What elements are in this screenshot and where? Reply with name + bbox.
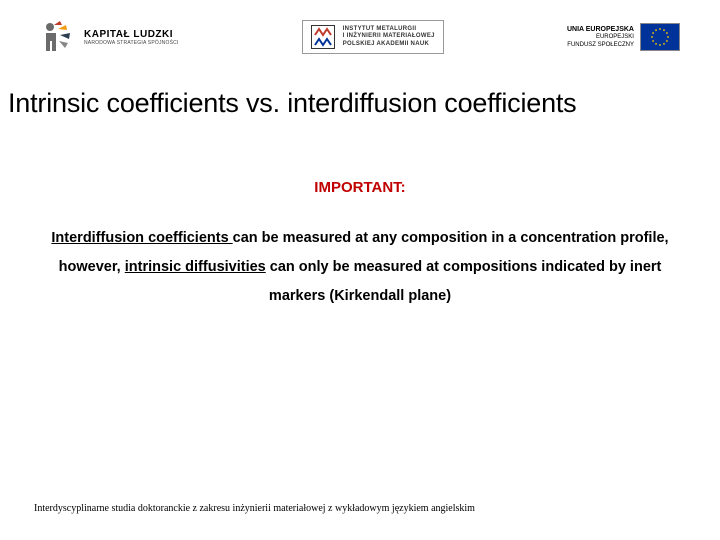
header-logo-bar: KAPITAŁ LUDZKI NARODOWA STRATEGIA SPÓJNO… (0, 0, 720, 70)
kl-human-icon (40, 19, 76, 55)
eu-line3: FUNDUSZ SPOŁECZNY (567, 42, 634, 50)
slide-title: Intrinsic coefficients vs. interdiffusio… (0, 70, 720, 119)
important-label: IMPORTANT: (30, 179, 690, 196)
main-paragraph: Interdiffusion coefficients can be measu… (30, 224, 690, 311)
imim-icon (311, 25, 335, 49)
logo-kapital-ludzki: KAPITAŁ LUDZKI NARODOWA STRATEGIA SPÓJNO… (40, 19, 179, 55)
eu-line1: UNIA EUROPEJSKA (567, 25, 634, 34)
eu-line2: EUROPEJSKI (567, 34, 634, 42)
imim-text: INSTYTUT METALURGII I INŻYNIERII MATERIA… (343, 26, 435, 48)
imim-line3: POLSKIEJ AKADEMII NAUK (343, 41, 435, 48)
para-seg1: Interdiffusion coefficients (51, 230, 232, 246)
kl-title: KAPITAŁ LUDZKI (84, 29, 179, 40)
para-seg3: intrinsic diffusivities (125, 259, 266, 275)
logo-eu: UNIA EUROPEJSKA EUROPEJSKI FUNDUSZ SPOŁE… (567, 23, 680, 51)
eu-flag-icon (640, 23, 680, 51)
imim-line2: I INŻYNIERII MATERIAŁOWEJ (343, 33, 435, 40)
logo-imim: INSTYTUT METALURGII I INŻYNIERII MATERIA… (302, 20, 444, 54)
eu-text: UNIA EUROPEJSKA EUROPEJSKI FUNDUSZ SPOŁE… (567, 25, 634, 50)
kl-subtitle: NARODOWA STRATEGIA SPÓJNOŚCI (84, 40, 179, 46)
footer-text: Interdyscyplinarne studia doktoranckie z… (34, 503, 475, 514)
slide-body: IMPORTANT: Interdiffusion coefficients c… (0, 119, 720, 311)
para-seg4: can only be measured at compositions ind… (266, 259, 662, 304)
